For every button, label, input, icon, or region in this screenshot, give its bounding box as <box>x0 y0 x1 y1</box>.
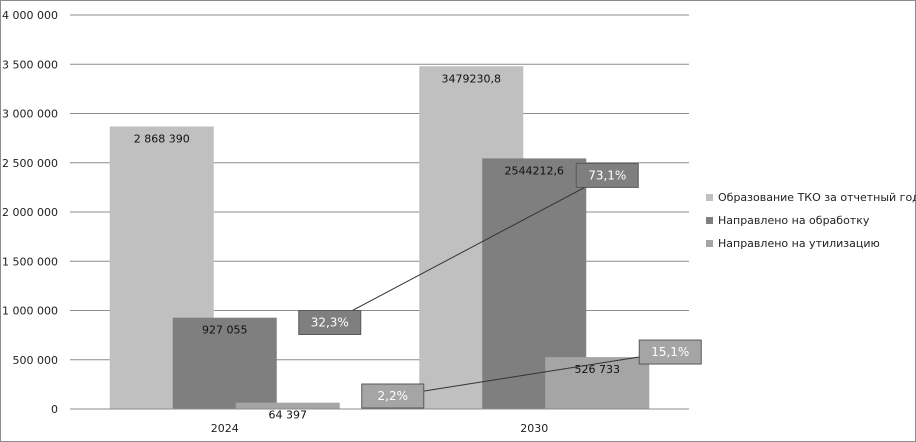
bar <box>545 357 650 409</box>
data-label: 2544212,6 <box>505 164 565 177</box>
x-axis-ticks: 2024 2030 <box>70 408 689 435</box>
x-tick-label: 2030 <box>520 422 548 435</box>
percent-callout-label: 73,1% <box>588 168 626 182</box>
callout-connector <box>329 174 608 323</box>
y-axis-ticks: 0 500 000 1 000 000 1 500 000 2 000 000 2 500… <box>2 9 58 416</box>
callout-connector <box>392 351 671 397</box>
data-label: 526 733 <box>575 363 621 376</box>
percent-callout-box <box>298 310 362 335</box>
y-tick-label: 500 000 <box>13 354 59 367</box>
percent-callouts: 32,3% 73,1% 2,2% 15,1% <box>298 162 702 409</box>
bar <box>172 317 277 409</box>
y-tick-label: 0 <box>51 403 58 416</box>
x-tick-label: 2024 <box>211 422 239 435</box>
legend-label: Направлено на утилизацию <box>718 237 880 250</box>
percent-callout-label: 2,2% <box>378 389 409 403</box>
bars: 2 868 390 3479230,8 927 055 2544212,6 64 397… <box>109 66 650 422</box>
bar <box>235 402 340 409</box>
data-label: 64 397 <box>269 409 308 422</box>
legend-swatch <box>706 240 713 247</box>
y-tick-label: 1 000 000 <box>2 305 58 318</box>
percent-callout-box <box>361 383 425 409</box>
y-tick-label: 3 500 000 <box>2 58 58 71</box>
legend-swatch <box>706 194 713 201</box>
legend: Образование ТКО за отчетный год Направлен… <box>706 191 916 250</box>
data-label: 2 868 390 <box>134 132 190 145</box>
percent-callout-box <box>638 339 702 365</box>
y-tick-label: 1 500 000 <box>2 255 58 268</box>
y-tick-label: 2 000 000 <box>2 206 58 219</box>
y-tick-label: 4 000 000 <box>2 9 58 22</box>
legend-label: Направлено на обработку <box>718 214 870 227</box>
percent-callout-label: 15,1% <box>651 345 689 359</box>
percent-callout-box <box>575 162 639 188</box>
data-label: 927 055 <box>202 324 248 337</box>
legend-swatch <box>706 217 713 224</box>
legend-label: Образование ТКО за отчетный год <box>718 191 916 204</box>
y-tick-label: 2 500 000 <box>2 157 58 170</box>
percent-callout-label: 32,3% <box>311 316 349 330</box>
data-label: 3479230,8 <box>442 72 502 85</box>
y-tick-label: 3 000 000 <box>2 108 58 121</box>
